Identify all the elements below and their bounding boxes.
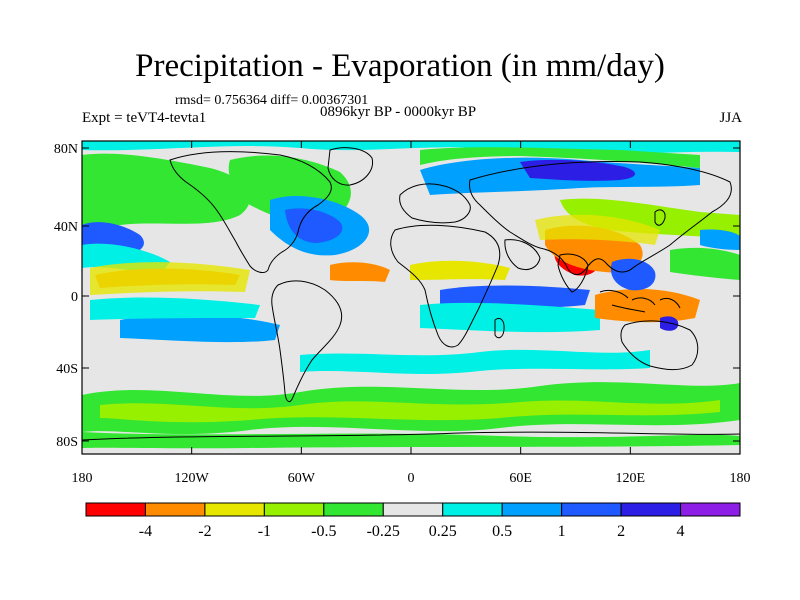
colorbar-label: -4 xyxy=(139,523,152,540)
field-asia-yellow xyxy=(535,214,660,245)
colorbar: -4 -2 -1 -0.5 -0.25 0.25 0.5 1 2 4 xyxy=(85,502,741,540)
field-southern-ocean-yellowgreen xyxy=(100,400,720,423)
field-southern-ocean-cyan xyxy=(300,349,650,374)
field-north-atlantic-darkblue xyxy=(285,208,343,243)
colorbar-label: -2 xyxy=(198,523,211,540)
field-asia-green xyxy=(560,198,740,240)
field-north-pacific-green xyxy=(82,153,250,232)
coast-north-america xyxy=(169,151,332,274)
colorbar-label: 2 xyxy=(617,523,625,540)
colorbar-swatch xyxy=(85,502,146,517)
stats-line: rmsd= 0.756364 diff= 0.00367301 xyxy=(175,93,369,108)
coast-south-america xyxy=(271,280,343,403)
time-period-label: 0896kyr BP - 0000kyr BP xyxy=(320,104,477,120)
colorbar-swatch xyxy=(263,502,325,517)
lon-tick-label: 180 xyxy=(730,471,751,486)
lat-tick-label: 0 xyxy=(71,290,78,305)
colorbar-label: 0.25 xyxy=(429,523,457,540)
field-south-pacific-cyan xyxy=(90,297,260,320)
coast-australia xyxy=(620,320,699,371)
field-equatorial-cyan xyxy=(420,302,600,333)
coast-europe xyxy=(399,183,471,224)
plot-title: Precipitation - Evaporation (in mm/day) xyxy=(135,48,665,84)
field-equatorial-atlantic-blue xyxy=(440,285,590,309)
field-pacific-east-blue xyxy=(700,229,740,250)
coast-arabia xyxy=(504,239,541,271)
experiment-label: Expt = teVT4-tevta1 xyxy=(82,110,207,126)
field-west-pacific-blue xyxy=(610,258,656,291)
colorbar-label: 4 xyxy=(677,523,685,540)
lon-tick-label: 120W xyxy=(175,471,210,486)
colorbar-swatch xyxy=(323,502,384,517)
lon-tick-label: 60E xyxy=(509,471,532,486)
colorbar-swatch xyxy=(382,502,444,517)
field-tropical-atlantic-red xyxy=(330,262,390,282)
lon-tick-label: 0 xyxy=(408,471,415,486)
colorbar-swatch xyxy=(501,502,563,517)
lon-tick-label: 120E xyxy=(616,471,646,486)
coast-madagascar xyxy=(494,317,505,339)
colorbar-label: 0.5 xyxy=(492,523,512,540)
colorbar-swatch xyxy=(620,502,682,517)
lat-tick-label: 80S xyxy=(56,435,78,450)
field-pacific-east-green xyxy=(670,247,740,280)
colorbar-swatch xyxy=(144,502,206,517)
field-west-pacific-darkblue xyxy=(660,316,679,331)
colorbar-label: 1 xyxy=(558,523,566,540)
lon-tick-label: 60W xyxy=(288,471,316,486)
colorbar-swatch xyxy=(680,502,741,517)
colorbar-swatch xyxy=(561,502,622,517)
map-field xyxy=(82,141,740,454)
coast-antarctica xyxy=(81,431,741,441)
coast-africa xyxy=(390,224,501,348)
coast-indonesia xyxy=(599,289,681,313)
season-label: JJA xyxy=(719,110,742,126)
lat-tick-label: 80N xyxy=(54,142,78,157)
lon-tick-label: 180 xyxy=(72,471,93,486)
coast-india xyxy=(557,253,589,293)
coast-asia xyxy=(469,161,732,276)
colorbar-label: -0.5 xyxy=(311,523,336,540)
axis-ticks: 80N 40N 0 40S 80S 180 120W 60W 0 60E 120E 180 xyxy=(54,141,751,486)
coast-japan xyxy=(654,209,666,226)
coast-greenland xyxy=(327,147,374,186)
colorbar-label: -1 xyxy=(258,523,271,540)
lat-tick-label: 40S xyxy=(56,362,78,377)
field-indonesia-orange xyxy=(595,288,700,323)
colorbar-label: -0.25 xyxy=(367,523,400,540)
colorbar-swatch xyxy=(442,502,503,517)
coastlines xyxy=(81,147,741,441)
field-siberia-green xyxy=(420,147,700,168)
field-tropical-pacific-yellow xyxy=(90,262,250,295)
field-south-pacific-blue xyxy=(120,314,280,343)
lat-tick-label: 40N xyxy=(54,220,78,235)
colorbar-swatch xyxy=(204,502,265,517)
field-africa-yellow xyxy=(410,260,510,280)
